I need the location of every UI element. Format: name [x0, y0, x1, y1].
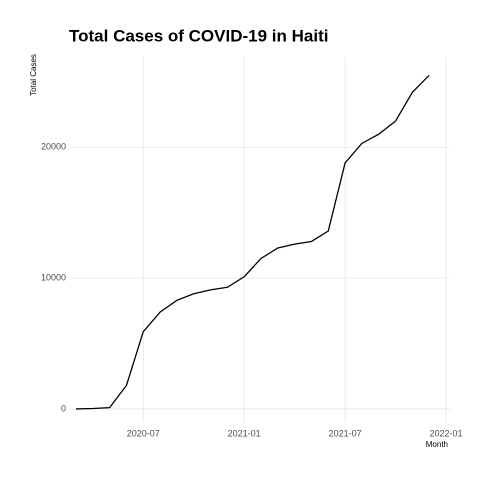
y-tick-label: 20000: [41, 142, 66, 152]
y-tick-label: 10000: [41, 272, 66, 282]
chart-title: Total Cases of COVID-19 in Haiti: [69, 26, 328, 45]
y-axis-label: Total Cases: [29, 54, 38, 96]
x-tick-label: 2020-07: [127, 428, 160, 438]
x-axis-label: Month: [426, 440, 448, 449]
line-series: [75, 74, 430, 410]
y-tick-label: 0: [61, 403, 66, 413]
x-tick-label: 2021-07: [329, 428, 362, 438]
x-tick-label: 2021-01: [228, 428, 261, 438]
x-tick-label: 2022-01: [429, 428, 462, 438]
